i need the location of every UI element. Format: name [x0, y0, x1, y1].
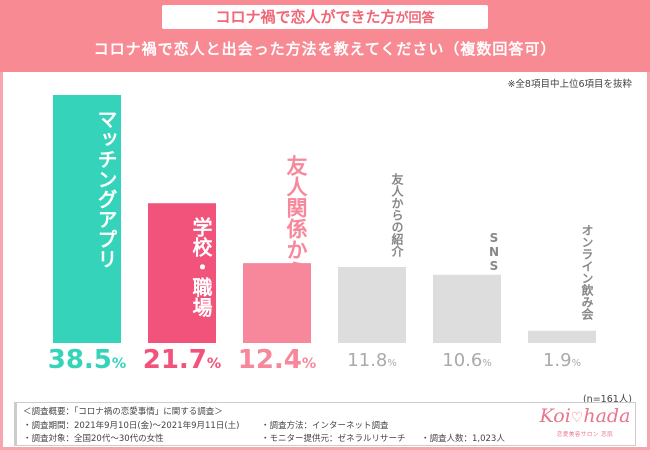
- respondent-badge: コロナ禍で恋人ができた方が回答: [162, 5, 488, 29]
- value-unit: %: [387, 358, 397, 369]
- selection-note: ※全8項目中上位6項目を抜粋: [507, 79, 632, 90]
- value-number: 21.7: [142, 345, 207, 375]
- sample-size-label: (n=161人): [582, 394, 632, 405]
- value-label-2: 21.7%: [137, 345, 227, 375]
- value-unit: %: [482, 358, 492, 369]
- value-label-4: 11.8%: [327, 350, 417, 371]
- logo-text-left: Koi: [539, 405, 571, 427]
- value-number: 10.6: [442, 350, 483, 371]
- category-label-2: 学校・職場: [189, 217, 213, 318]
- heart-icon: ♡: [570, 410, 584, 426]
- value-label-1: 38.5%: [42, 345, 132, 375]
- value-number: 12.4: [237, 345, 302, 375]
- value-number: 1.9: [542, 350, 572, 371]
- value-unit: %: [206, 356, 222, 372]
- value-unit: %: [111, 356, 127, 372]
- value-unit: %: [301, 356, 317, 372]
- value-label-6: 1.9%: [517, 350, 607, 371]
- value-label-3: 12.4%: [232, 345, 322, 375]
- logo-tagline: 恋愛美容サロン 恋肌: [556, 432, 614, 438]
- bar-4: [338, 266, 406, 343]
- survey-title: ＜調査概要：「コロナ禍の恋愛事情」に関する調査＞: [23, 407, 223, 417]
- survey-target: ・調査対象：全国20代〜30代の女性: [23, 434, 164, 444]
- koihada-logo: Koi♡hada 恋愛美容サロン 恋肌: [532, 404, 638, 444]
- logo-text-right: hada: [583, 405, 631, 427]
- survey-count: ・調査人数：1,023人: [421, 434, 505, 444]
- value-number: 11.8: [347, 350, 388, 371]
- category-label-6: オンライン飲み会: [580, 223, 594, 320]
- bar-2: [148, 203, 216, 343]
- badge-suffix-text: が回答: [395, 11, 435, 26]
- bar-3: [243, 263, 311, 343]
- value-number: 38.5: [47, 345, 112, 375]
- category-label-3: 友人関係から発展: [284, 154, 308, 323]
- survey-method: ・調査方法：インターネット調査: [261, 421, 389, 431]
- category-label-5: SNS: [487, 230, 501, 273]
- survey-overview-box: ＜調査概要：「コロナ禍の恋愛事情」に関する調査＞ ・調査期間：2021年9月10…: [14, 402, 636, 446]
- chart-title: コロナ禍で恋人と出会った方法を教えてください（複数回答可）: [93, 40, 557, 58]
- survey-provider: ・モニター提供元：ゼネラルリサーチ: [261, 434, 406, 444]
- bar-1: [53, 95, 121, 343]
- header-band: コロナ禍で恋人ができた方が回答 コロナ禍で恋人と出会った方法を教えてください（複…: [0, 0, 650, 72]
- survey-period: ・調査期間：2021年9月10日(金)〜2021年9月11日(土): [23, 421, 240, 431]
- value-label-5: 10.6%: [422, 350, 512, 371]
- bar-6: [528, 330, 596, 343]
- bar-5: [433, 274, 501, 343]
- category-label-4: 友人からの紹介: [390, 172, 404, 257]
- value-unit: %: [571, 358, 582, 369]
- category-label-1: マッチングアプリ: [94, 109, 118, 269]
- badge-main-text: コロナ禍で恋人ができた方: [215, 8, 396, 26]
